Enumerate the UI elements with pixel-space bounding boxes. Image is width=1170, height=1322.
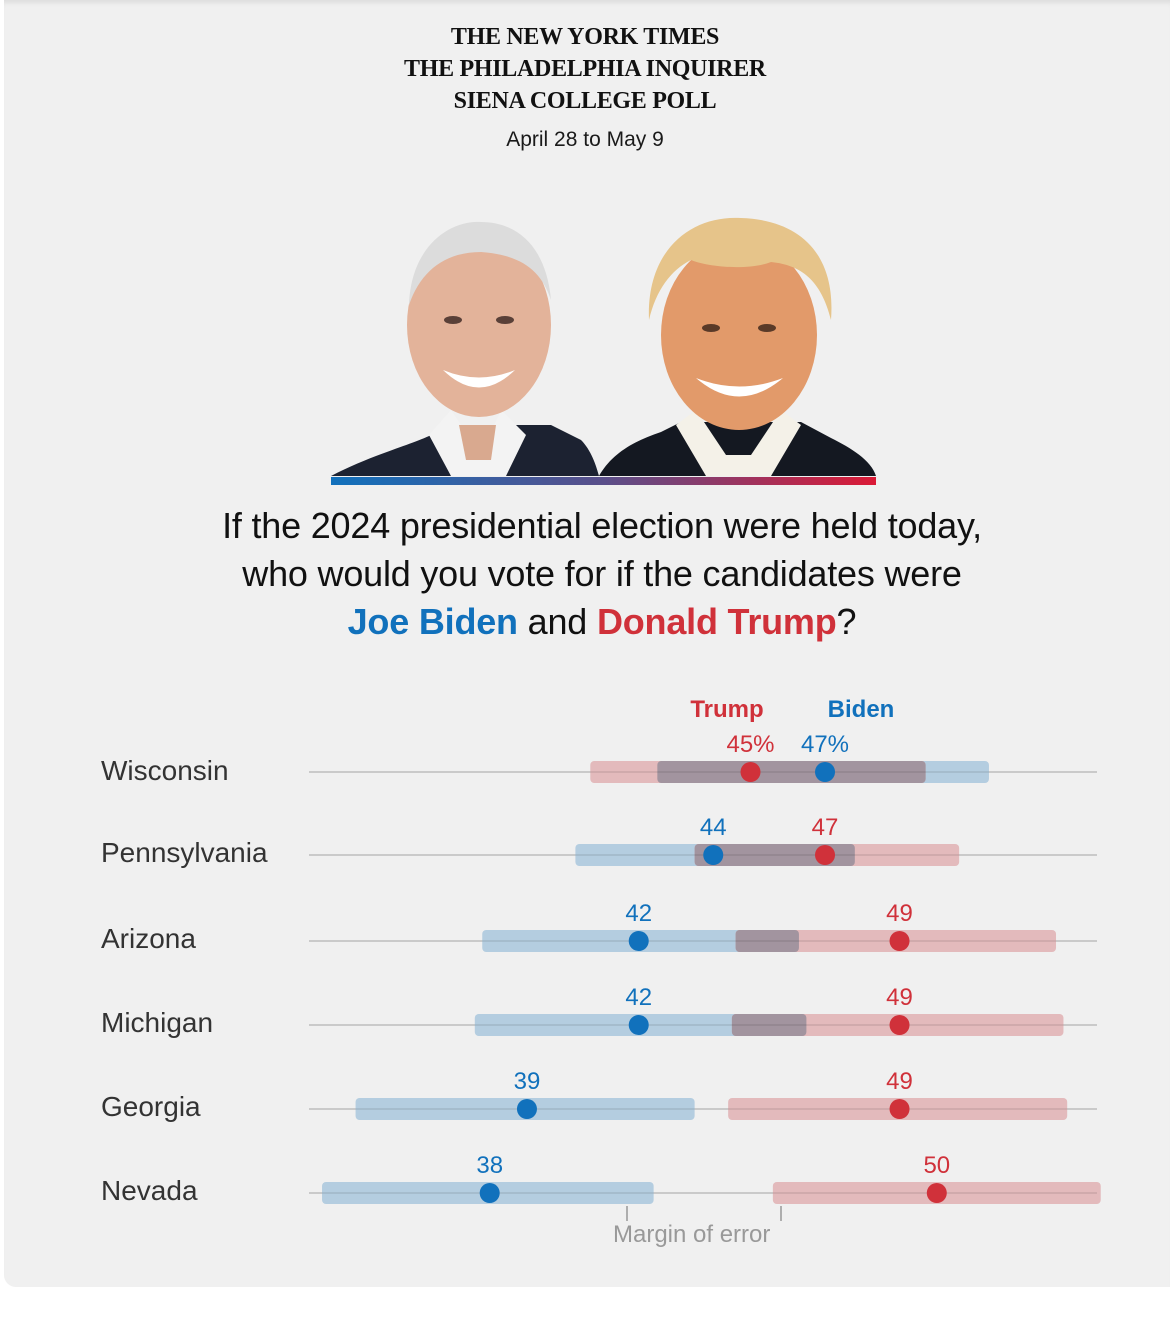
legend-biden: Biden [827, 696, 895, 723]
masthead-nyt: THE NEW YORK TIMES [450, 24, 720, 50]
margin-of-error-label: Margin of error [613, 1221, 771, 1248]
question-line-2: who would you vote for if the candidates… [242, 553, 962, 594]
legend-trump: Trump [690, 696, 764, 723]
poll-date-range: April 28 to May 9 [506, 128, 664, 151]
question-and: and [517, 601, 597, 642]
state-label-wisconsin: Wisconsin [101, 755, 229, 786]
state-label-michigan: Michigan [101, 1007, 214, 1038]
blue-to-red-gradient-bar [331, 477, 876, 485]
biden-portrait [331, 221, 599, 476]
state-label-nevada: Nevada [101, 1175, 198, 1206]
poll-question: If the 2024 presidential election were h… [0, 502, 1170, 646]
biden-name: Joe Biden [347, 601, 518, 642]
question-mark: ? [836, 601, 857, 642]
state-label-arizona: Arizona [101, 923, 196, 954]
candidate-portraits [331, 217, 876, 476]
state-label-georgia: Georgia [101, 1091, 201, 1122]
trump-portrait [599, 217, 876, 476]
question-line-3: Joe Biden and Donald Trump? [0, 598, 1170, 646]
masthead-inquirer: THE PHILADELPHIA INQUIRER [404, 56, 766, 82]
poll-card [4, 0, 1170, 1287]
question-line-1: If the 2024 presidential election were h… [222, 505, 982, 546]
masthead-siena: SIENA COLLEGE POLL [453, 88, 717, 114]
trump-name: Donald Trump [596, 601, 837, 642]
state-label-pennsylvania: Pennsylvania [101, 837, 268, 868]
